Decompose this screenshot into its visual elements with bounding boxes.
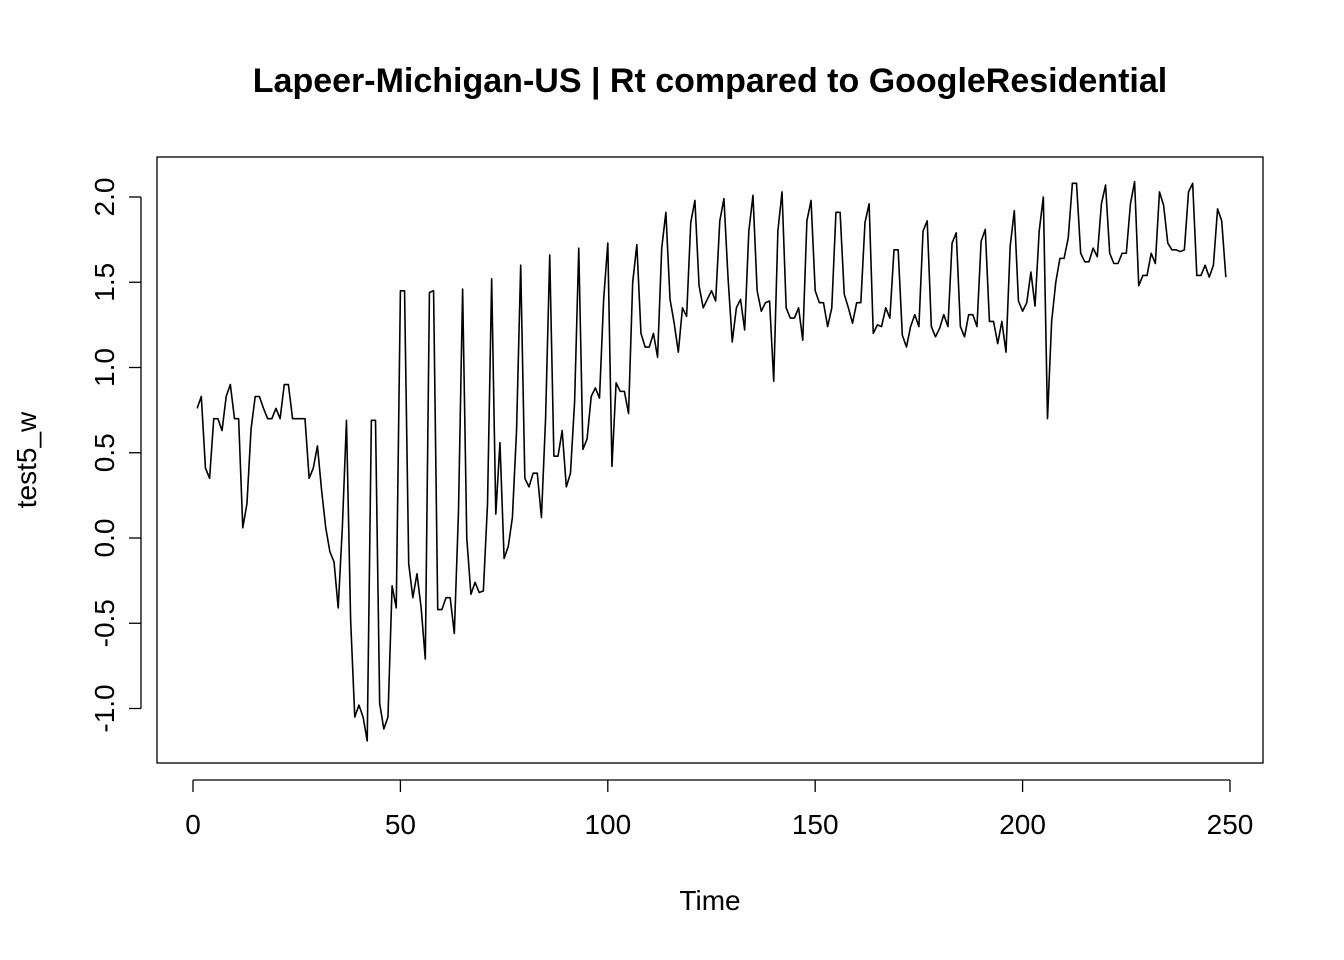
y-tick-label: -0.5 [89,599,120,647]
y-tick-label: 1.5 [89,263,120,302]
y-axis: -1.0 -0.5 0.0 0.5 1.0 1.5 2.0 [89,178,142,733]
series-line [196,180,1227,742]
y-tick-label: -1.0 [89,684,120,732]
x-tick-label: 150 [792,809,839,840]
y-axis-label: test5_w [11,411,42,508]
y-tick-label: 0.5 [89,433,120,472]
y-tick-label: 1.0 [89,348,120,387]
y-tick-label: 2.0 [89,178,120,217]
plot-frame [156,156,1264,764]
x-tick-label: 0 [185,809,201,840]
x-axis-label: Time [679,885,740,916]
x-tick-label: 100 [584,809,631,840]
x-axis: 0 50 100 150 200 250 [185,779,1254,840]
x-tick-label: 200 [999,809,1046,840]
chart-title: Lapeer-Michigan-US | Rt compared to Goog… [253,62,1167,100]
y-tick-label: 0.0 [89,519,120,558]
x-tick-label: 250 [1207,809,1254,840]
x-tick-label: 50 [385,809,416,840]
